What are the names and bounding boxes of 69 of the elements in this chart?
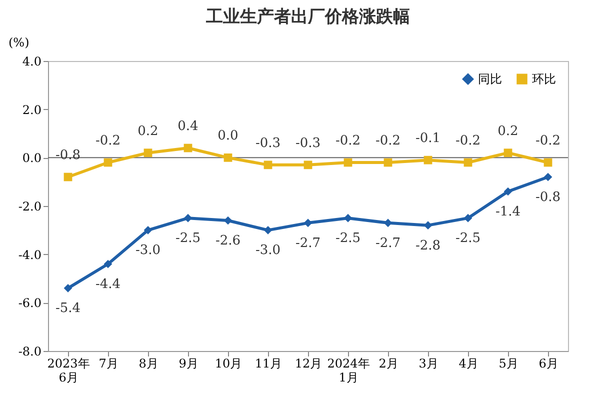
point bbox=[144, 148, 152, 158]
y-tick-label: -2.0 bbox=[18, 200, 42, 214]
data-label: -0.1 bbox=[415, 131, 441, 146]
x-tick-label: 11月 bbox=[254, 356, 282, 370]
point bbox=[144, 226, 152, 234]
y-tick-label: 4.0 bbox=[22, 54, 42, 68]
data-label: -0.3 bbox=[255, 136, 281, 151]
y-axis-title: (%) bbox=[8, 36, 30, 50]
data-label: -2.5 bbox=[175, 231, 201, 246]
data-label: -4.4 bbox=[95, 277, 121, 292]
chart-title: 工业生产者出厂价格涨跌幅 bbox=[205, 7, 410, 27]
point bbox=[264, 160, 272, 170]
point bbox=[544, 158, 552, 167]
point bbox=[304, 160, 312, 170]
data-label: -0.8 bbox=[535, 190, 561, 205]
x-tick-label: 5月 bbox=[498, 356, 518, 370]
y-tick-label: -6.0 bbox=[18, 296, 42, 310]
data-label: -2.6 bbox=[215, 234, 241, 248]
data-label: -3.0 bbox=[255, 243, 281, 258]
point bbox=[104, 158, 112, 167]
x-tick-label: 2024年 1月 bbox=[327, 356, 370, 384]
data-label: 0.4 bbox=[178, 119, 198, 134]
data-label: 0.2 bbox=[498, 124, 518, 139]
point bbox=[224, 153, 232, 162]
data-label: -3.0 bbox=[135, 243, 161, 258]
data-label: -0.2 bbox=[455, 134, 481, 148]
x-tick-label: 10月 bbox=[214, 356, 242, 370]
point bbox=[464, 214, 472, 222]
point bbox=[344, 158, 352, 167]
point bbox=[504, 148, 512, 158]
x-tick-label: 2023年 6月 bbox=[47, 356, 90, 384]
data-label: -0.2 bbox=[335, 134, 361, 148]
point bbox=[424, 156, 432, 164]
data-label: -2.5 bbox=[335, 231, 361, 246]
x-tick-label: 4月 bbox=[458, 356, 478, 370]
point bbox=[544, 172, 552, 182]
data-label: 0.0 bbox=[218, 128, 238, 144]
x-tick-label: 9月 bbox=[178, 356, 198, 370]
point bbox=[264, 226, 272, 234]
y-tick-label: -4.0 bbox=[18, 248, 42, 262]
point bbox=[104, 260, 112, 268]
x-tick-label: 8月 bbox=[138, 356, 158, 370]
point bbox=[64, 172, 72, 182]
y-tick-label: 2.0 bbox=[22, 102, 42, 117]
data-label: -0.2 bbox=[95, 134, 121, 148]
data-label: -0.3 bbox=[295, 136, 321, 151]
legend-label: 环比 bbox=[532, 72, 556, 86]
point bbox=[504, 187, 512, 196]
data-label: -2.7 bbox=[375, 236, 401, 251]
data-label: 0.2 bbox=[138, 124, 158, 139]
x-tick-label: 3月 bbox=[418, 356, 438, 370]
data-label: -0.2 bbox=[375, 134, 401, 148]
point bbox=[184, 144, 192, 152]
y-tick-label: -8.0 bbox=[18, 344, 42, 358]
data-label: -1.4 bbox=[495, 204, 521, 220]
x-tick-label: 12月 bbox=[294, 356, 322, 370]
data-label: -5.4 bbox=[55, 301, 81, 316]
point bbox=[464, 158, 472, 167]
legend-label: 同比 bbox=[478, 72, 502, 86]
data-label: -2.7 bbox=[295, 236, 321, 251]
data-label: -2.5 bbox=[455, 231, 481, 246]
x-tick-label: 7月 bbox=[98, 356, 118, 370]
point bbox=[384, 158, 392, 167]
data-label: -2.8 bbox=[415, 238, 441, 254]
data-label: -0.2 bbox=[535, 134, 561, 148]
x-tick-label: 6月 bbox=[538, 356, 558, 370]
x-tick-label: 2月 bbox=[378, 356, 398, 370]
point bbox=[64, 284, 72, 292]
y-tick-label: 0.0 bbox=[22, 151, 42, 166]
